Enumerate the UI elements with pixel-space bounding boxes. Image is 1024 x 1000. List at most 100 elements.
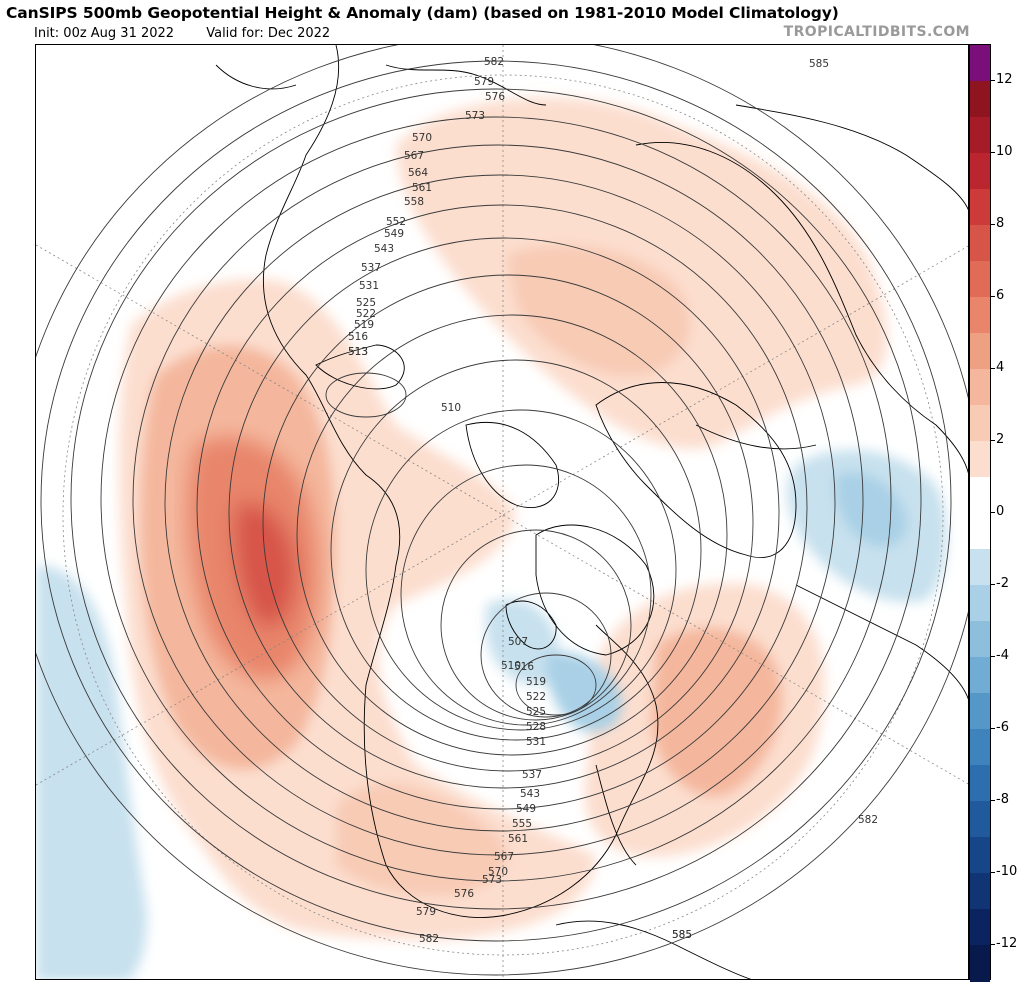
contour-label: 582: [484, 56, 504, 68]
colorbar-swatch: [970, 585, 990, 622]
contour-label: 567: [404, 150, 424, 162]
colorbar-tick-label: -2: [996, 576, 1009, 591]
colorbar-tick-label: 6: [996, 288, 1005, 303]
colorbar-swatch: [970, 225, 990, 262]
colorbar-tick-mark: [991, 368, 995, 369]
contour-label: 516: [348, 331, 368, 343]
colorbar-swatch: [970, 837, 990, 874]
contour-label: 582: [419, 933, 439, 945]
colorbar-swatch: [970, 117, 990, 154]
contour-label: 528: [526, 721, 546, 733]
hemispheric-map: 513 510 516 519 522 525 528 531 537 543 …: [35, 44, 969, 980]
contour-label: 585: [672, 929, 692, 941]
contour-label: 522: [526, 691, 546, 703]
contour-label: 510: [501, 660, 521, 672]
contour-label: 525: [356, 297, 376, 309]
colorbar-tick-label: 0: [996, 504, 1005, 519]
contour-label: 570: [412, 132, 432, 144]
contour-labels: 513 510 516 519 522 525 528 531 537 543 …: [348, 56, 878, 945]
colorbar-swatch: [970, 765, 990, 802]
colorbar-swatch: [970, 621, 990, 658]
init-time: Init: 00z Aug 31 2022: [34, 26, 175, 41]
contour-label: 561: [508, 833, 528, 845]
colorbar-tick-label: 2: [996, 432, 1005, 447]
colorbar-swatch: [970, 81, 990, 118]
site-credit: TROPICALTIDBITS.COM: [783, 24, 970, 40]
contour-label: 564: [408, 167, 428, 179]
colorbar-swatch: [970, 261, 990, 298]
colorbar-swatch: [970, 801, 990, 838]
contour-label: 525: [526, 706, 546, 718]
contour-label: 582: [858, 814, 878, 826]
contour-label: 573: [465, 110, 485, 122]
colorbar-swatch: [970, 441, 990, 478]
run-info: Init: 00z Aug 31 2022 Valid for: Dec 202…: [34, 26, 358, 41]
contour-label: 558: [404, 196, 424, 208]
colorbar-tick-label: 12: [996, 72, 1013, 87]
height-contours: [36, 45, 968, 976]
colorbar-tick-label: -10: [996, 864, 1018, 879]
colorbar-tick-mark: [991, 440, 995, 441]
contour-label: 573: [482, 874, 502, 886]
colorbar-tick-label: 10: [996, 144, 1013, 159]
contour-label: 549: [516, 803, 536, 815]
map-canvas: 513 510 516 519 522 525 528 531 537 543 …: [36, 45, 968, 979]
contour-label: 507: [508, 636, 528, 648]
contour-label: 531: [526, 736, 546, 748]
negative-anomaly-shading: [36, 449, 947, 979]
contour-label: 576: [485, 91, 505, 103]
colorbar-tick-mark: [991, 80, 995, 81]
colorbar-swatch: [970, 729, 990, 766]
contour-label: 519: [354, 319, 374, 331]
colorbar-tick-mark: [991, 656, 995, 657]
strong-positive-anomaly: [187, 437, 319, 680]
contour-label: 510: [441, 402, 461, 414]
colorbar-tick-mark: [991, 944, 995, 945]
contour-label: 576: [454, 888, 474, 900]
contour-label: 531: [359, 280, 379, 292]
contour-label: 570: [488, 866, 508, 878]
colorbar-tick-mark: [991, 152, 995, 153]
colorbar-tick-mark: [991, 872, 995, 873]
contour-label: 519: [526, 676, 546, 688]
contour-label: 543: [374, 243, 394, 255]
valid-time: Valid for: Dec 2022: [206, 26, 331, 41]
anomaly-colorbar: [969, 44, 991, 982]
contour-label: 561: [412, 182, 432, 194]
colorbar-swatch: [970, 909, 990, 946]
colorbar-swatch: [970, 657, 990, 694]
colorbar-tick-label: 4: [996, 360, 1005, 375]
colorbar-tick-mark: [991, 800, 995, 801]
chart-title: CanSIPS 500mb Geopotential Height & Anom…: [6, 4, 839, 22]
colorbar-swatch: [970, 693, 990, 730]
colorbar-swatch: [970, 45, 990, 82]
colorbar-swatch: [970, 549, 990, 586]
contour-label: 585: [809, 58, 829, 70]
contour-label: 516: [514, 661, 534, 673]
contour-label: 522: [356, 308, 376, 320]
contour-label: 579: [474, 76, 494, 88]
colorbar-tick-label: -12: [996, 936, 1018, 951]
colorbar-swatch: [970, 369, 990, 406]
colorbar-swatch: [970, 153, 990, 190]
colorbar-swatch: [970, 873, 990, 910]
contour-label: 513: [348, 346, 368, 358]
colorbar-swatch: [970, 477, 990, 514]
colorbar-swatch: [970, 333, 990, 370]
contour-label: 543: [520, 788, 540, 800]
colorbar-tick-label: -4: [996, 648, 1009, 663]
colorbar-tick-mark: [991, 584, 995, 585]
contour-label: 567: [494, 851, 514, 863]
contour-label: 579: [416, 906, 436, 918]
colorbar-swatch: [970, 513, 990, 550]
coastlines: [215, 45, 968, 979]
contour-label: 555: [512, 818, 532, 830]
colorbar-tick-mark: [991, 296, 995, 297]
colorbar-swatch: [970, 189, 990, 226]
colorbar-tick-mark: [991, 728, 995, 729]
colorbar-tick-mark: [991, 224, 995, 225]
contour-label: 552: [386, 216, 406, 228]
colorbar-tick-label: -6: [996, 720, 1009, 735]
contour-label: 537: [361, 262, 381, 274]
colorbar-swatch: [970, 405, 990, 442]
